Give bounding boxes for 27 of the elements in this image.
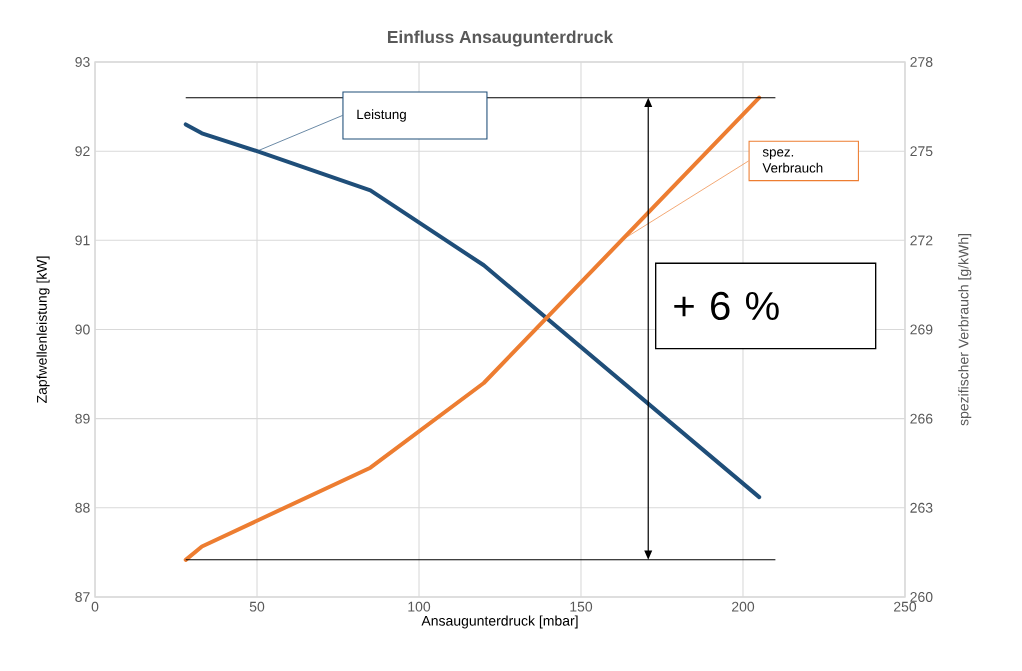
y2-tick-label: 260 [910, 592, 933, 602]
y2-tick-label: 275 [910, 146, 933, 157]
x-tick-label: 150 [570, 601, 593, 612]
x-tick-label: 200 [732, 601, 755, 612]
x-tick-label: 50 [249, 601, 265, 612]
y-tick-label: 92 [75, 146, 90, 157]
y2-tick-label: 272 [910, 235, 933, 246]
y2-tick-label: 278 [910, 57, 933, 67]
y-tick-label: 93 [75, 57, 90, 67]
y-tick-label: 87 [75, 592, 90, 602]
x-tick-label: 250 [894, 601, 917, 612]
y-tick-label: 91 [75, 235, 90, 246]
annotation: + 6 % [674, 291, 779, 321]
x-tick-label: 100 [408, 601, 431, 612]
text: Leistung [357, 109, 406, 122]
y2-tick-label: 263 [910, 502, 933, 513]
y2-tick-label: 266 [910, 413, 933, 424]
chart-title: Einfluss Ansaugunterdruck [387, 30, 614, 47]
y-tick-label: 89 [75, 413, 90, 424]
y-tick-label: 88 [75, 502, 90, 513]
x-tick-label: 0 [91, 601, 99, 612]
y2-axis-title: spezifischer Verbrauch [g/kWh] [958, 234, 972, 426]
x-axis-title: Ansaugunterdruck [mbar] [421, 615, 578, 629]
y-axis-title: Zapfwellenleistung [kW] [36, 256, 50, 403]
text: spez. Verbrauch [762, 149, 823, 173]
y-tick-label: 90 [75, 324, 90, 335]
y2-tick-label: 269 [910, 324, 933, 335]
